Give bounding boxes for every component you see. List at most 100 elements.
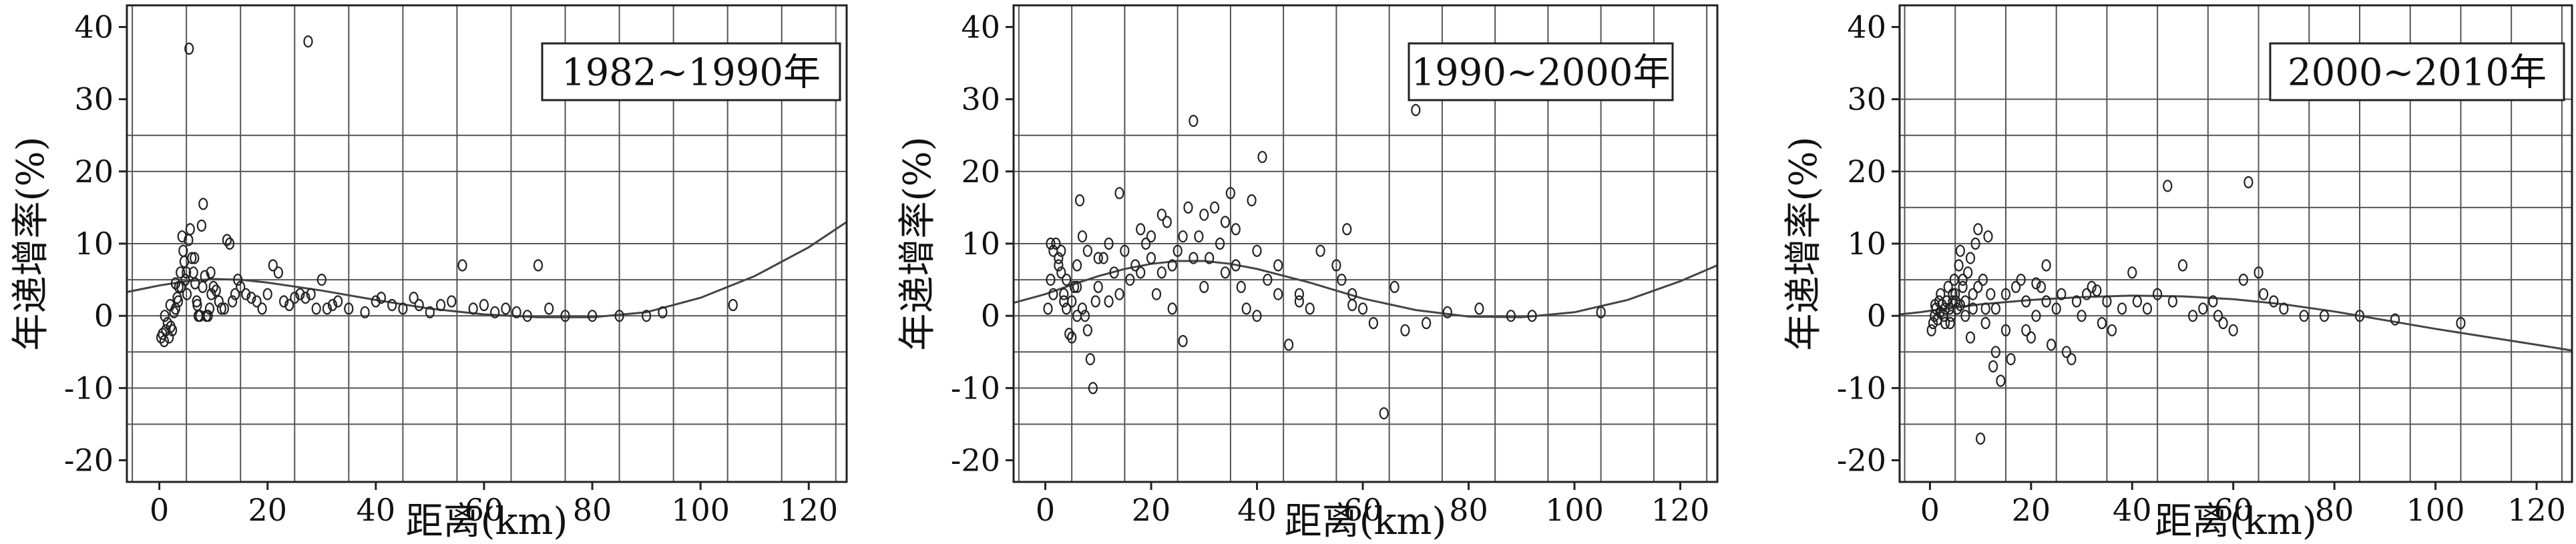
x-tick-label: 100	[671, 492, 730, 528]
points-layer	[1926, 176, 2466, 445]
data-point	[2218, 316, 2228, 330]
data-point	[1162, 216, 1172, 228]
data-point	[1072, 310, 1082, 322]
data-point	[522, 310, 532, 322]
data-point	[1978, 274, 1988, 286]
data-point	[658, 306, 668, 318]
data-point	[1926, 324, 1936, 336]
data-point	[1273, 259, 1283, 272]
data-point	[1062, 274, 1072, 286]
data-point	[216, 302, 226, 315]
points-layer	[1043, 103, 1606, 420]
data-point	[2127, 266, 2137, 279]
y-tick-label: -20	[1837, 443, 1886, 479]
y-tick-label: -10	[951, 370, 1000, 406]
data-point	[290, 292, 300, 304]
data-point	[2153, 288, 2163, 300]
data-point	[1231, 223, 1241, 236]
data-point	[1252, 244, 1262, 257]
data-point	[1189, 252, 1199, 264]
legend-label: 1982~1990年	[562, 51, 821, 95]
data-point	[257, 302, 267, 315]
data-point	[1048, 288, 1058, 300]
data-point	[224, 237, 235, 250]
trend-curve	[126, 221, 847, 318]
data-point	[1347, 298, 1357, 312]
data-point	[1125, 274, 1135, 286]
data-point	[1178, 230, 1188, 243]
data-point	[1048, 244, 1058, 257]
legend-box: 2000~2010年	[2269, 42, 2565, 101]
data-point	[1368, 316, 1378, 330]
data-point	[614, 310, 624, 322]
data-point	[1082, 324, 1093, 336]
data-point	[206, 266, 216, 279]
data-point	[1189, 115, 1199, 127]
chart-panel-1982-1990: 0 20 40 60 80 100 120 -20 -10 0 10 20 30 40 1982~1990…	[9, 4, 848, 543]
data-point	[490, 306, 500, 318]
data-point	[1983, 230, 1993, 243]
x-tick-label: 0	[150, 492, 169, 528]
data-point	[2354, 310, 2365, 322]
data-point	[1963, 266, 1973, 279]
data-point	[533, 259, 544, 272]
data-point	[1950, 295, 1961, 308]
data-point	[1120, 244, 1130, 257]
data-point	[1389, 280, 1400, 293]
x-tick-label: 120	[1651, 492, 1710, 528]
axis-ticks: 0 20 40 60 80 100 120 -20 -10 0 10 20 30 40	[951, 9, 1710, 528]
data-point	[1130, 259, 1140, 272]
legend-label: 1990~2000年	[1412, 51, 1671, 95]
y-tick-label: 30	[961, 81, 1000, 117]
data-point	[1046, 237, 1056, 250]
data-point	[1093, 280, 1103, 293]
data-point	[182, 288, 192, 300]
data-point	[2177, 259, 2188, 272]
data-point	[1088, 382, 1098, 394]
data-point	[2208, 295, 2218, 308]
data-point	[360, 306, 370, 318]
data-point	[1315, 244, 1325, 257]
data-point	[544, 302, 554, 315]
data-point	[182, 266, 192, 279]
data-point	[2132, 295, 2142, 308]
data-point	[435, 298, 446, 312]
data-point	[184, 42, 194, 55]
x-tick-label: 120	[779, 492, 838, 528]
data-point	[2188, 310, 2198, 322]
data-point	[1294, 288, 1305, 300]
data-point	[2011, 280, 2021, 293]
data-point	[2228, 324, 2238, 336]
data-point	[295, 288, 305, 300]
data-point	[447, 295, 457, 308]
data-point	[2102, 295, 2112, 308]
data-point	[2016, 274, 2026, 286]
data-point	[1331, 259, 1341, 272]
data-point	[1064, 328, 1074, 340]
data-point	[268, 259, 278, 272]
data-point	[1156, 266, 1167, 279]
data-point	[2041, 295, 2051, 308]
x-tick-label: 60	[2213, 492, 2253, 528]
data-point	[1474, 302, 1484, 315]
data-point	[2238, 274, 2248, 286]
data-point	[1059, 288, 1069, 300]
data-point	[1082, 244, 1093, 257]
data-point	[1965, 252, 1976, 264]
data-point	[2036, 280, 2047, 293]
data-point	[2279, 302, 2289, 315]
data-point	[1973, 223, 1983, 236]
data-point	[1337, 274, 1347, 286]
data-point	[387, 298, 397, 312]
data-point	[2243, 176, 2253, 189]
data-point	[233, 274, 243, 286]
data-point	[203, 310, 213, 322]
data-point	[1151, 288, 1162, 300]
data-point	[414, 298, 424, 312]
data-point	[279, 295, 289, 308]
y-tick-label: 0	[94, 298, 114, 334]
data-point	[2142, 302, 2153, 315]
data-point	[1146, 252, 1156, 264]
data-point	[1940, 302, 1950, 315]
legend-frame	[2269, 42, 2565, 101]
